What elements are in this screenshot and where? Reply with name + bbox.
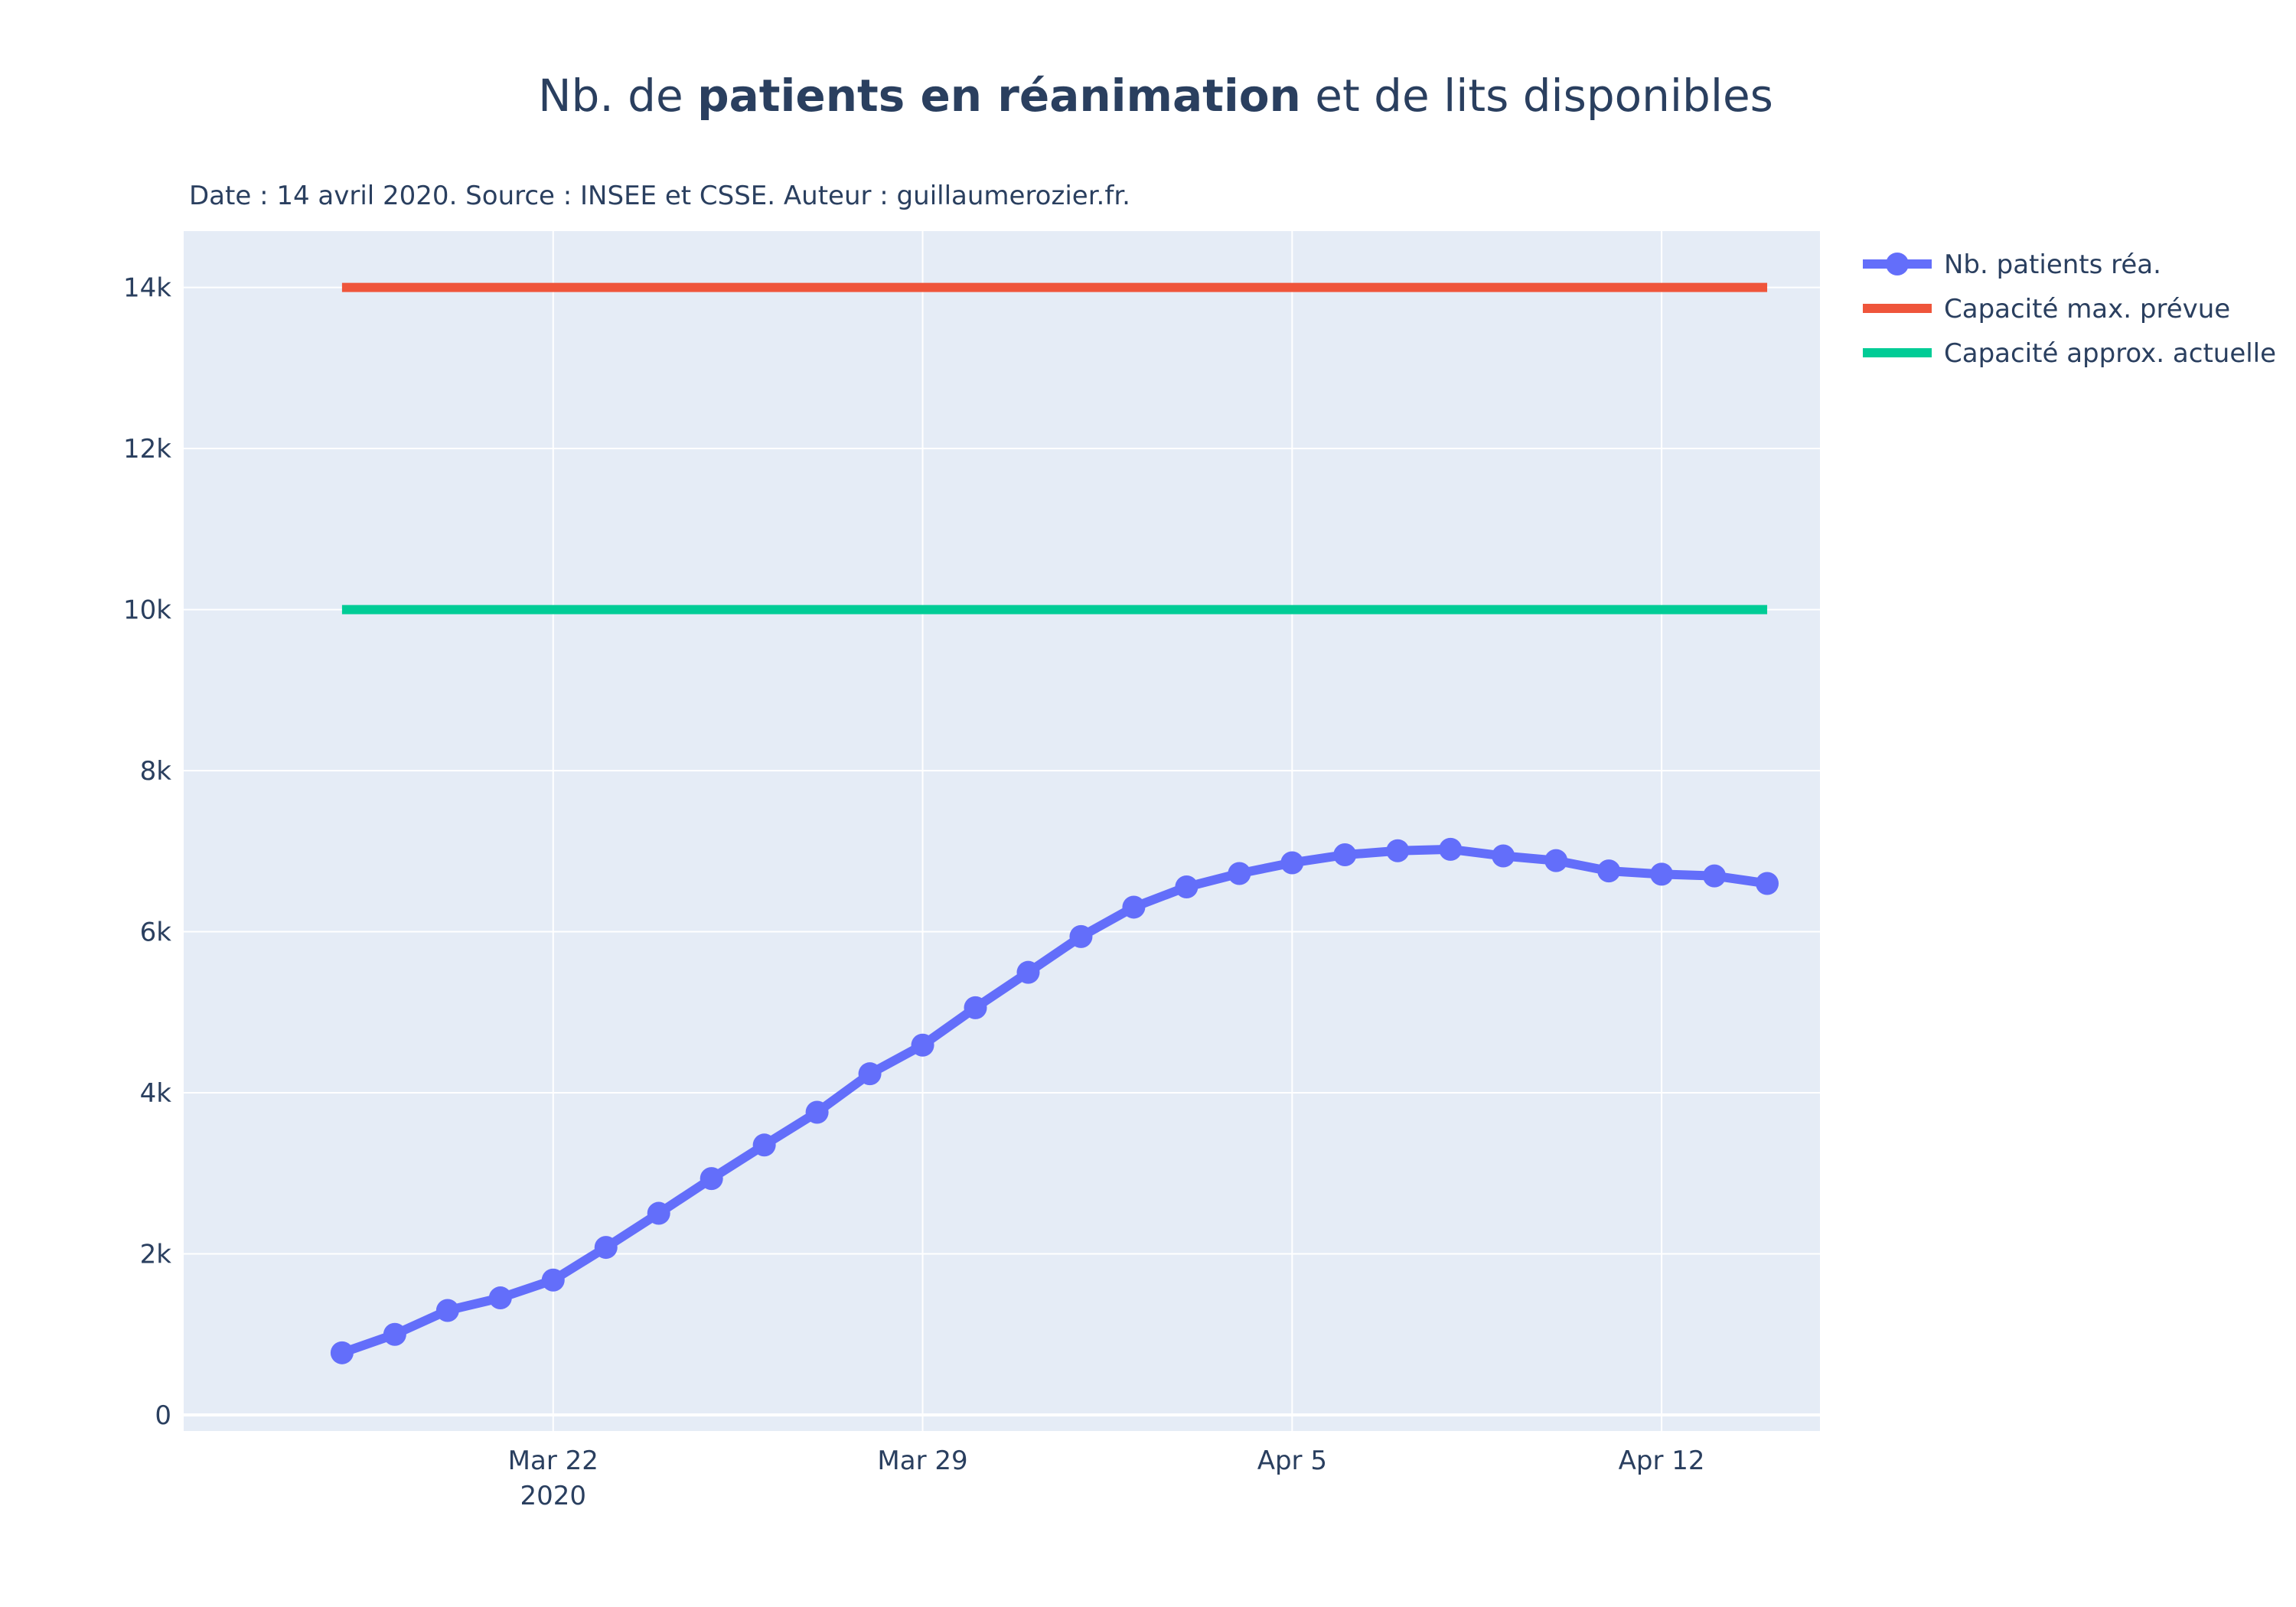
axes: 0 2k 4k 6k 8k 10k 12k 14k Mar 22 2020 Mar 29 Apr 5 A… xyxy=(123,273,1704,1511)
data-point xyxy=(700,1167,723,1191)
y-tick-label: 2k xyxy=(140,1239,172,1270)
data-point xyxy=(752,1133,776,1157)
data-point xyxy=(435,1299,459,1322)
y-tick-label: 4k xyxy=(140,1078,172,1109)
x-tick-year-label: 2020 xyxy=(520,1481,587,1511)
y-tick-label: 14k xyxy=(123,273,171,304)
data-point xyxy=(594,1236,618,1260)
data-point xyxy=(1228,862,1251,885)
data-point xyxy=(1439,837,1463,861)
data-point xyxy=(1122,895,1146,919)
y-tick-label: 0 xyxy=(155,1400,171,1431)
y-tick-label: 10k xyxy=(123,595,171,626)
plot-area xyxy=(184,231,1820,1431)
series xyxy=(330,282,1779,1364)
legend[interactable]: Nb. patients réa. Capacité max. prévue Cap… xyxy=(1863,249,2276,369)
data-point xyxy=(1650,862,1674,886)
legend-label[interactable]: Capacité approx. actuelle xyxy=(1944,338,2276,369)
series-line xyxy=(340,844,1768,1358)
chart-title-suffix: et de lits disponibles xyxy=(1301,70,1773,122)
legend-marker[interactable] xyxy=(1886,253,1909,275)
x-tick-label: Mar 29 xyxy=(877,1446,967,1476)
legend-label[interactable]: Nb. patients réa. xyxy=(1944,249,2161,280)
chart-subtitle: Date : 14 avril 2020. Source : INSEE et … xyxy=(189,181,1130,211)
data-point xyxy=(1703,864,1727,888)
data-point xyxy=(911,1033,934,1057)
data-point xyxy=(488,1286,512,1310)
data-point xyxy=(330,1341,354,1364)
data-point xyxy=(1756,872,1779,895)
data-point xyxy=(1069,924,1093,948)
y-tick-label: 12k xyxy=(123,434,171,464)
data-point xyxy=(383,1322,406,1346)
y-tick-label: 8k xyxy=(140,756,172,787)
data-point xyxy=(1492,844,1515,868)
data-point xyxy=(858,1062,882,1086)
data-point xyxy=(1597,859,1621,883)
x-tick-label: Apr 12 xyxy=(1619,1446,1705,1476)
x-tick-label: Apr 5 xyxy=(1257,1446,1327,1476)
data-point xyxy=(805,1100,829,1124)
x-tick-label: Mar 22 xyxy=(508,1446,598,1476)
data-point xyxy=(1175,875,1199,899)
data-point xyxy=(647,1201,670,1225)
data-point xyxy=(1386,839,1410,862)
chart-title-bold: patients en réanimation xyxy=(697,70,1301,122)
chart-title: Nb. de patients en réanimation et de lit… xyxy=(538,70,1773,122)
data-point xyxy=(1280,851,1304,875)
data-point xyxy=(541,1268,565,1292)
chart-title-prefix: Nb. de xyxy=(538,70,697,122)
data-point xyxy=(1016,960,1040,984)
data-point xyxy=(964,996,987,1019)
data-point xyxy=(1544,849,1568,872)
y-tick-label: 6k xyxy=(140,918,172,948)
legend-label[interactable]: Capacité max. prévue xyxy=(1944,294,2230,324)
data-point xyxy=(1333,843,1357,867)
